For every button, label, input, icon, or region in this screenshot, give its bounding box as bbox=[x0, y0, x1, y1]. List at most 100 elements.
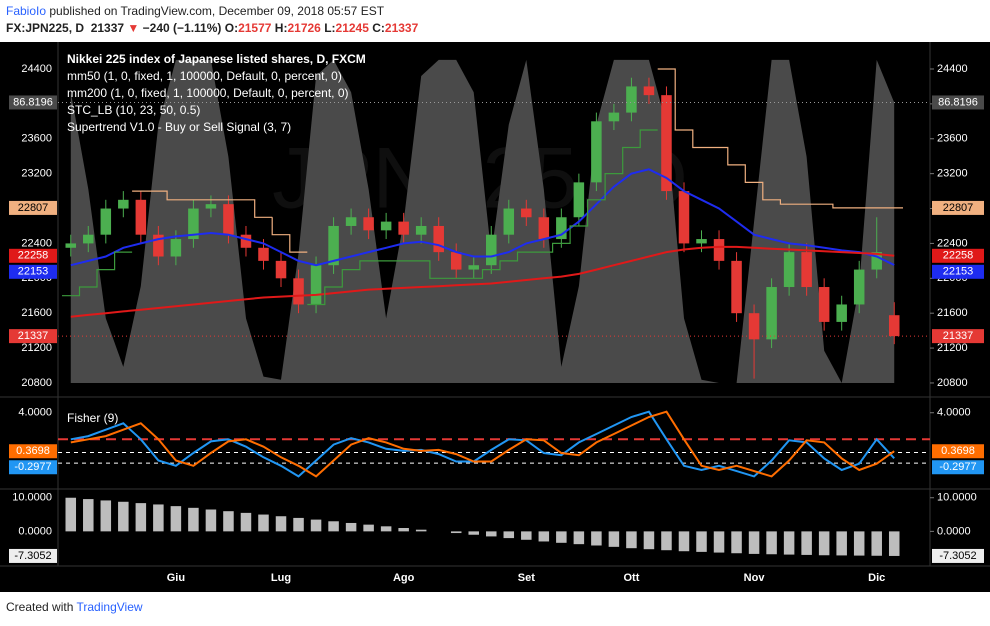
legend-entry: mm50 (1, 0, fixed, 1, 100000, Default, 0… bbox=[67, 69, 342, 83]
price-tag-label: -0.2977 bbox=[939, 461, 976, 473]
histogram-bar bbox=[538, 531, 550, 542]
histogram-bar bbox=[556, 531, 567, 543]
price-tag bbox=[932, 95, 984, 110]
x-tick-label: Ago bbox=[393, 572, 415, 584]
price-tag-label: 22807 bbox=[943, 202, 974, 214]
candle-body bbox=[450, 252, 462, 270]
candle-body bbox=[223, 204, 234, 235]
close: 21337 bbox=[384, 21, 419, 35]
created: Created with bbox=[6, 600, 74, 614]
price-tag bbox=[9, 200, 57, 215]
candle-body bbox=[398, 221, 409, 235]
candle-body bbox=[328, 225, 339, 266]
candle-body bbox=[888, 315, 900, 337]
histogram-bar bbox=[100, 500, 112, 532]
price-tag bbox=[932, 460, 984, 475]
y-tick-label: 23200 bbox=[937, 168, 968, 180]
histogram-bar bbox=[258, 514, 269, 532]
histogram-bar bbox=[310, 519, 322, 532]
y-tick-label: 10.0000 bbox=[12, 492, 52, 504]
price-tag-label: 22153 bbox=[943, 266, 974, 278]
symbol: FX:JPN225, D bbox=[6, 21, 85, 35]
supertrend bbox=[307, 129, 658, 306]
price-tag bbox=[9, 460, 57, 475]
brand[interactable]: TradingView bbox=[76, 600, 143, 614]
histogram-bar bbox=[783, 531, 795, 555]
price-tag bbox=[932, 329, 984, 344]
author[interactable]: FabioIo bbox=[6, 4, 47, 18]
header: FabioIo published on TradingView.com, De… bbox=[6, 3, 418, 37]
candle-body bbox=[380, 221, 392, 231]
histogram-bar bbox=[608, 531, 620, 547]
candle-body bbox=[240, 234, 252, 248]
low-label: L: bbox=[324, 21, 336, 35]
y-tick-label: 21600 bbox=[937, 307, 968, 319]
y-tick-label: 4.0000 bbox=[937, 407, 971, 419]
histogram-bar bbox=[626, 531, 637, 549]
histogram-bar bbox=[503, 531, 515, 539]
histogram-bar bbox=[118, 501, 129, 532]
histogram-bar bbox=[801, 531, 812, 555]
candle-body bbox=[731, 260, 742, 314]
y-tick-label: 24400 bbox=[937, 63, 968, 75]
y-tick-label: 21200 bbox=[21, 342, 52, 354]
histogram-bar bbox=[678, 531, 690, 552]
candle-body bbox=[486, 234, 497, 266]
candle-body bbox=[118, 199, 129, 209]
y-tick-label: 22400 bbox=[937, 237, 968, 249]
histogram-bar bbox=[170, 506, 182, 532]
x-tick-label: Nov bbox=[744, 572, 766, 584]
candle-body bbox=[433, 225, 444, 253]
candle-body bbox=[661, 95, 672, 192]
candle-body bbox=[801, 252, 812, 288]
price-tag-label: 22258 bbox=[18, 250, 49, 262]
x-tick-label: Ott bbox=[623, 572, 639, 584]
histogram-bar bbox=[345, 522, 357, 532]
price-tag-label: 86.8196 bbox=[13, 96, 53, 108]
candle-body bbox=[275, 260, 287, 279]
histogram-bar bbox=[713, 531, 725, 553]
y-tick-label: 0.0000 bbox=[937, 525, 971, 537]
y-tick-label: 21600 bbox=[21, 307, 52, 319]
candle-body bbox=[153, 234, 164, 257]
pane-title: Fisher (9) bbox=[67, 411, 118, 425]
candle-body bbox=[188, 208, 199, 240]
supertrend bbox=[62, 251, 133, 297]
candle-body bbox=[135, 199, 147, 235]
price-tag-label: 22807 bbox=[18, 202, 49, 214]
histogram-bar bbox=[293, 517, 304, 532]
candle-body bbox=[626, 86, 637, 113]
price-tag bbox=[9, 264, 57, 279]
price-tag bbox=[9, 248, 57, 263]
histogram-bar bbox=[486, 531, 497, 537]
price-tag bbox=[9, 444, 57, 459]
candle-body bbox=[608, 112, 620, 122]
candle-body bbox=[503, 208, 515, 235]
fisher-line bbox=[70, 410, 895, 478]
candle-body bbox=[293, 278, 304, 305]
candle-body bbox=[205, 204, 217, 209]
histogram-bar bbox=[468, 531, 479, 535]
y-tick-label: 20800 bbox=[937, 377, 968, 389]
header-line: FX:JPN225, D 21337 ▼ −240 (−1.11%) O:215… bbox=[6, 20, 418, 37]
candle-body bbox=[573, 182, 585, 218]
y-tick-label: 23200 bbox=[21, 168, 52, 180]
x-tick-label: Lug bbox=[271, 572, 291, 584]
histogram-bar bbox=[83, 499, 94, 532]
histogram-bar bbox=[415, 529, 427, 532]
change: −240 (−1.11%) bbox=[142, 21, 222, 35]
x-tick-label: Giu bbox=[167, 572, 185, 584]
legend-entry: STC_LB (10, 23, 50, 0.5) bbox=[67, 103, 200, 117]
candle-body bbox=[345, 217, 357, 226]
histogram-bar bbox=[888, 531, 900, 556]
histogram-bar bbox=[240, 512, 252, 532]
candle-body bbox=[678, 191, 690, 244]
candle-body bbox=[556, 217, 567, 240]
price-tag-label: -7.3052 bbox=[939, 550, 976, 562]
price-tag bbox=[9, 548, 57, 563]
price-tag-label: 22153 bbox=[18, 266, 49, 278]
candle-body bbox=[415, 225, 427, 235]
histogram-bar bbox=[766, 531, 777, 555]
histogram-bar bbox=[205, 509, 217, 532]
